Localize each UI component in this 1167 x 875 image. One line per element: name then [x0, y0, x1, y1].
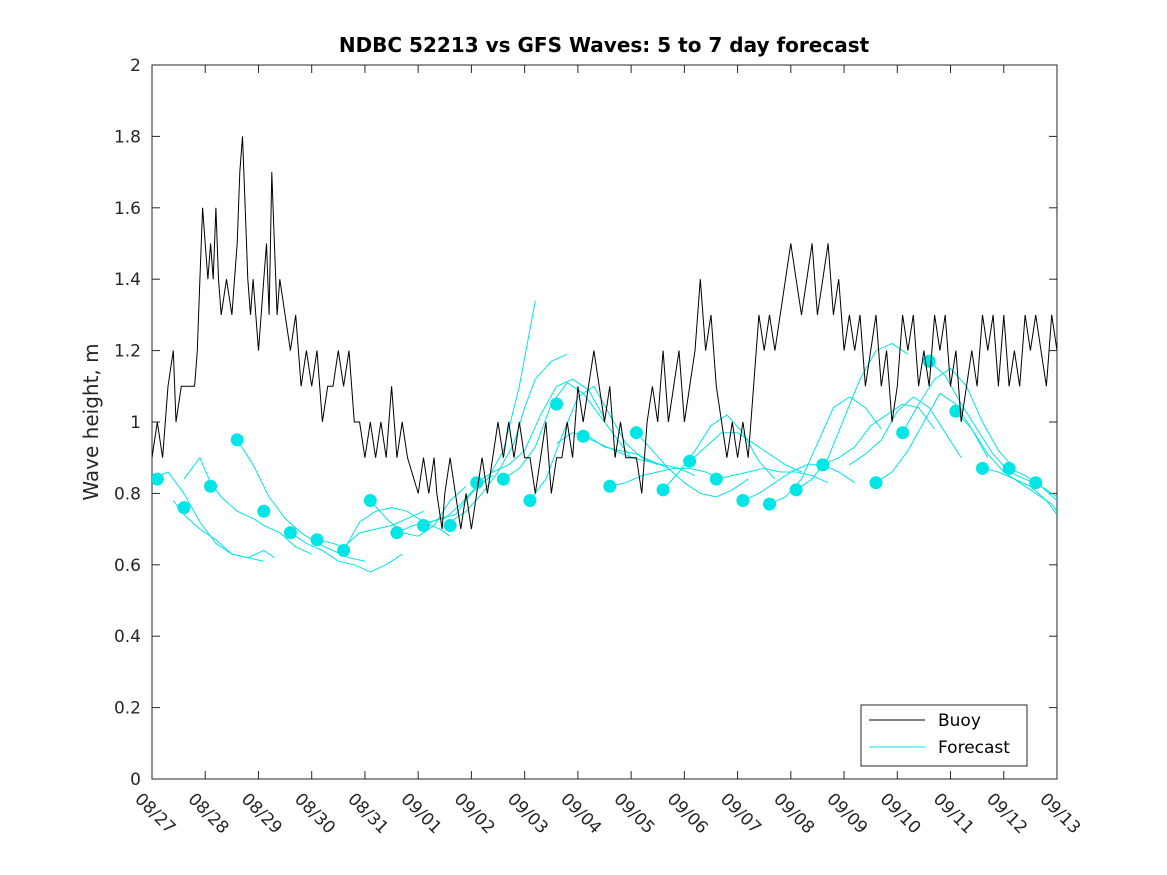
forecast-line: [582, 435, 696, 477]
forecast-marker: [576, 429, 590, 443]
forecast-marker: [709, 472, 723, 486]
forecast-marker: [736, 494, 750, 508]
chart-title: NDBC 52213 vs GFS Waves: 5 to 7 day fore…: [339, 33, 870, 57]
forecast-marker: [470, 476, 484, 490]
y-tick-label: 2: [130, 56, 141, 76]
forecast-marker: [763, 497, 777, 511]
forecast-marker: [789, 483, 803, 497]
forecast-line: [172, 500, 275, 559]
forecast-line: [982, 467, 1057, 516]
forecast-marker: [310, 533, 324, 547]
forecast-line: [928, 360, 1042, 487]
forecast-line: [556, 432, 669, 469]
forecast-line: [369, 485, 467, 537]
series-layer: [152, 136, 1057, 573]
forecast-line: [769, 396, 882, 505]
y-axis-label: Wave height, m: [79, 343, 103, 500]
forecast-marker: [230, 433, 244, 447]
forecast-marker: [443, 519, 457, 533]
forecast-line: [902, 367, 1015, 469]
forecast-marker: [523, 494, 537, 508]
y-tick-label: 1.6: [114, 199, 141, 219]
forecast-line: [529, 385, 658, 501]
forecast-line: [662, 414, 776, 491]
forecast-marker: [869, 476, 883, 490]
forecast-marker: [896, 426, 910, 440]
forecast-marker: [603, 479, 617, 493]
y-tick-label: 0.4: [114, 627, 141, 647]
y-tick-label: 1: [130, 413, 141, 433]
forecast-line: [822, 403, 936, 466]
legend-label-forecast: Forecast: [938, 738, 1010, 758]
forecast-line: [449, 353, 568, 523]
y-axis: 0 0.2 0.4 0.6 0.8 1 1.2 1.4 1.6 1.8 2: [114, 56, 1057, 790]
forecast-line: [742, 464, 855, 501]
forecast-marker: [496, 472, 510, 486]
forecast-line: [343, 507, 451, 551]
forecast-marker: [390, 526, 404, 540]
forecast-line: [875, 392, 989, 484]
forecast-marker: [204, 479, 218, 493]
forecast-line: [290, 532, 403, 573]
forecast-marker: [1029, 476, 1043, 490]
forecast-marker: [1002, 461, 1016, 475]
forecast-marker: [816, 458, 830, 472]
y-tick-label: 1.4: [114, 270, 141, 290]
forecast-line: [849, 396, 962, 466]
forecast-marker: [283, 526, 297, 540]
forecast-marker: [152, 472, 164, 486]
legend: Buoy Forecast: [860, 704, 1028, 767]
forecast-marker: [337, 544, 351, 558]
forecast-line: [316, 510, 424, 548]
forecast-line: [716, 467, 829, 484]
forecast-line: [955, 410, 1057, 512]
legend-label-buoy: Buoy: [938, 711, 981, 731]
y-tick-label: 0.2: [114, 699, 141, 719]
forecast-marker: [683, 454, 697, 468]
forecast-line: [795, 342, 909, 491]
forecast-marker: [363, 494, 377, 508]
y-tick-label: 0.6: [114, 556, 141, 576]
forecast-line: [636, 432, 749, 498]
forecast-marker: [656, 483, 670, 497]
forecast-line: [183, 456, 312, 555]
buoy-line: [152, 136, 1057, 530]
y-tick-label: 1.2: [114, 342, 141, 362]
forecast-marker: [257, 504, 271, 518]
forecast-line: [503, 382, 632, 480]
legend-box: [860, 704, 1028, 767]
forecast-marker: [417, 519, 430, 533]
y-tick-label: 0.8: [114, 484, 141, 504]
forecast-marker: [550, 397, 564, 411]
forecast-marker: [177, 501, 191, 515]
y-tick-label: 1.8: [114, 127, 141, 147]
forecast-line: [476, 378, 605, 484]
forecast-marker: [949, 404, 963, 418]
forecast-marker: [629, 426, 643, 440]
forecast-line: [609, 467, 722, 487]
forecast-marker: [975, 461, 989, 475]
y-tick-label: 0: [130, 770, 141, 790]
